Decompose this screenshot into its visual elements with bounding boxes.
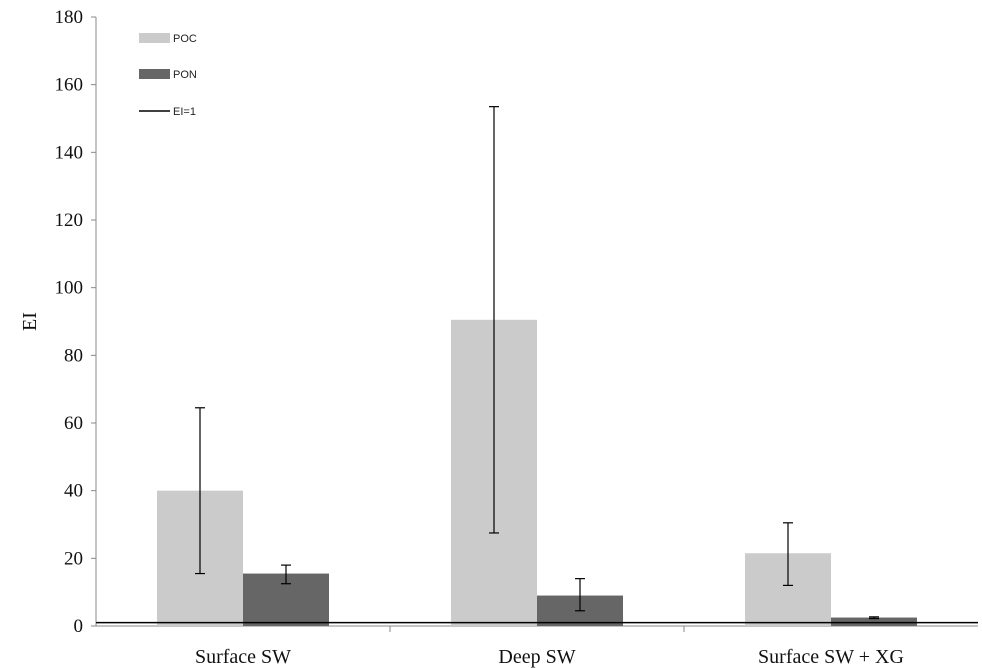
category-label: Surface SW: [195, 646, 291, 668]
legend-swatch-poc: [139, 33, 170, 43]
y-tick-label: 20: [64, 548, 83, 569]
y-axis-label: EI: [19, 312, 41, 331]
y-tick-label: 140: [55, 142, 84, 163]
bar-pon: [831, 617, 917, 626]
y-tick-label: 120: [55, 210, 84, 231]
y-tick-label: 160: [55, 75, 84, 96]
y-tick-label: 0: [74, 616, 84, 637]
labels: 0 20 40 60 80 100 120 140 160 180 EI Surface SW Deep…: [19, 7, 904, 668]
y-tick-label: 80: [64, 345, 83, 366]
legend-label-pon: PON: [173, 69, 197, 81]
error-bars: [195, 106, 879, 620]
y-tick-label: 100: [55, 278, 84, 299]
y-tick-label: 180: [55, 7, 84, 28]
y-tick-label: 40: [64, 481, 83, 502]
y-tick-label: 60: [64, 413, 83, 434]
legend-label-reference: EI=1: [173, 106, 196, 118]
category-label: Surface SW + XG: [758, 646, 904, 668]
bars: [157, 319, 917, 626]
category-label: Deep SW: [498, 646, 575, 668]
legend-label-poc: POC: [173, 33, 197, 45]
legend-swatch-pon: [139, 69, 170, 79]
legend: POC PON EI=1: [139, 33, 197, 118]
